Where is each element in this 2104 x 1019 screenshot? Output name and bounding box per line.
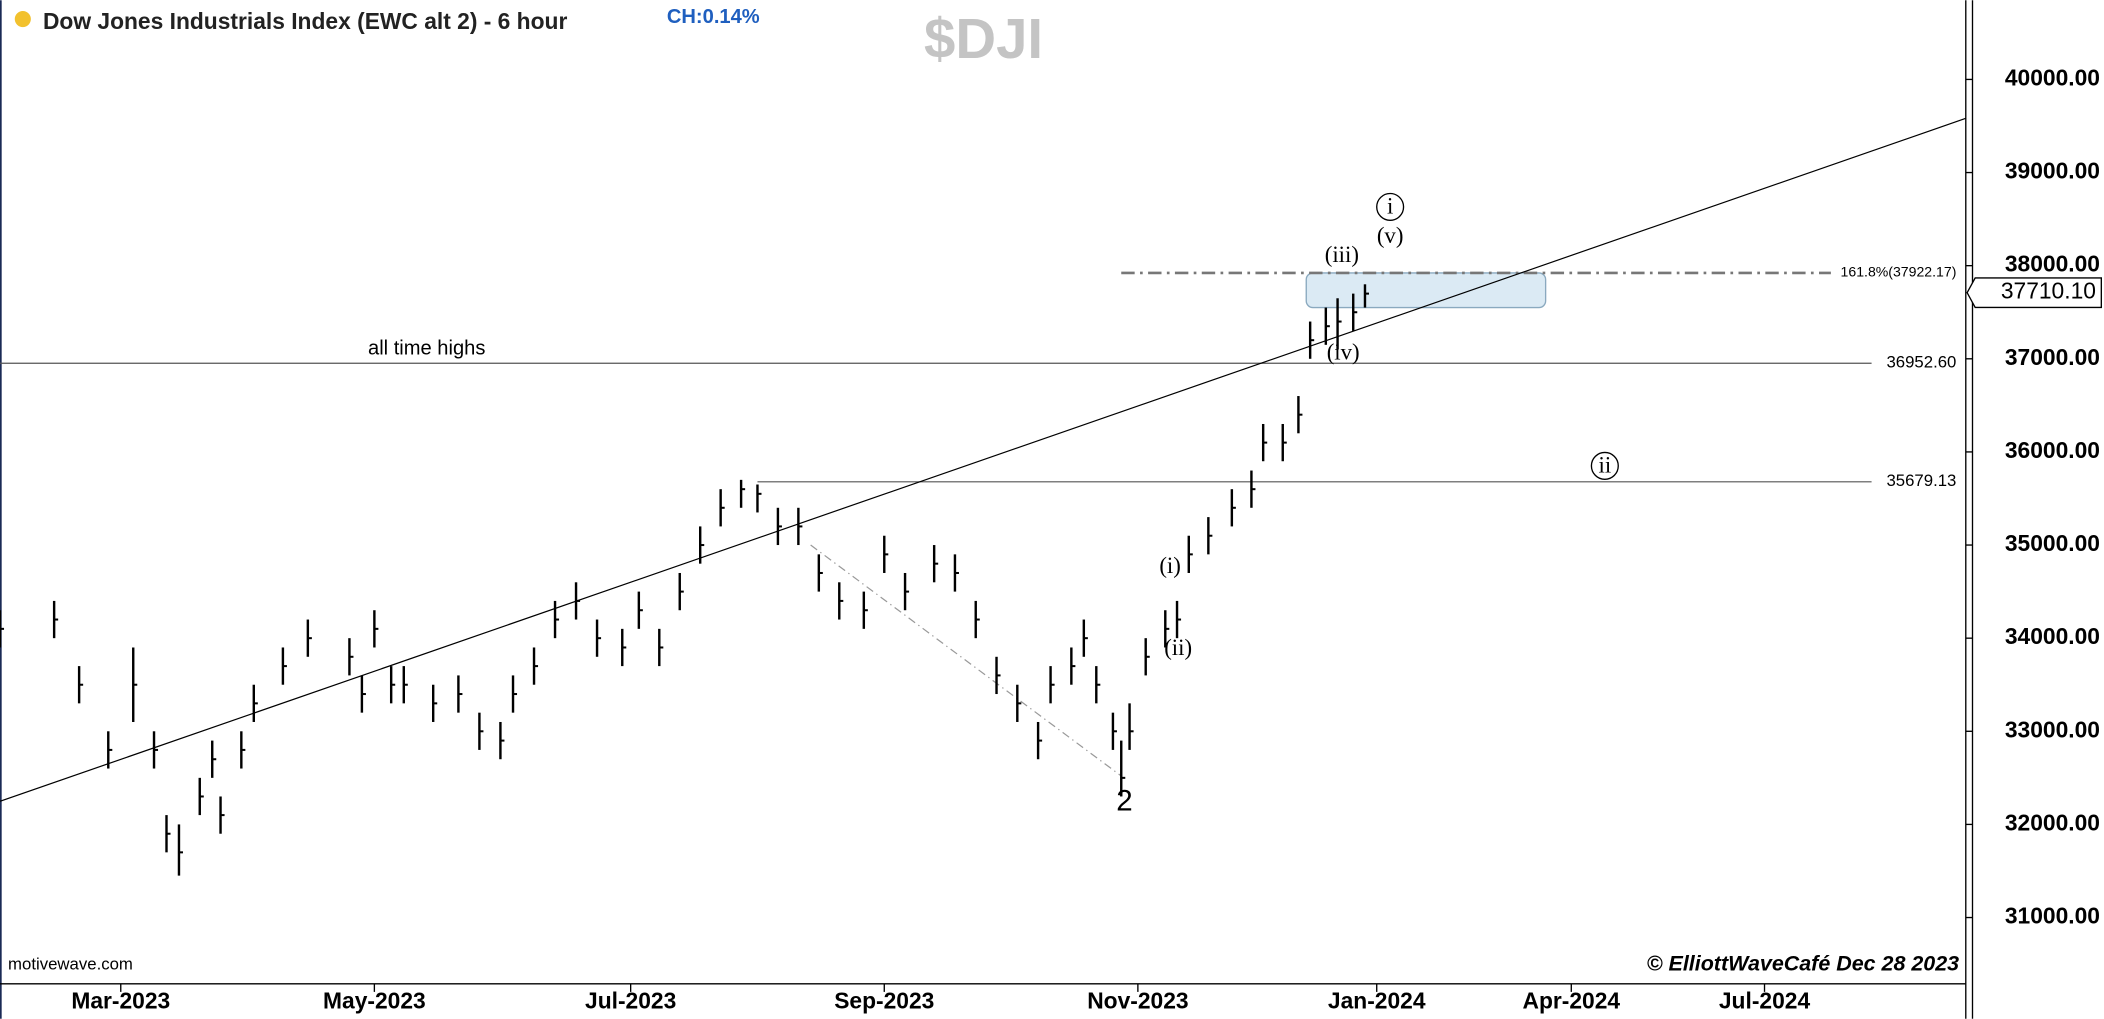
x-tick-label: Nov-2023 [1087,988,1188,1014]
wave-label: 2 [1116,784,1132,817]
y-tick-label: 34000.00 [2005,623,2100,649]
x-tick-label: Jan-2024 [1328,988,1426,1014]
y-tick-label: 33000.00 [2005,716,2100,742]
last-price-box [1966,277,2102,309]
symbol-watermark: $DJI [924,7,1043,70]
y-tick-label: 31000.00 [2005,903,2100,929]
fib-label: 161.8%(37922.17) [1841,264,1957,280]
wave-label: (v) [1377,223,1404,248]
wave-label: (i) [1159,553,1181,578]
chart-title: Dow Jones Industrials Index (EWC alt 2) … [43,8,568,34]
y-tick-label: 39000.00 [2005,158,2100,184]
change-label: CH:0.14% [667,6,760,28]
note: all time highs [368,337,485,359]
wave-circle [1376,192,1405,222]
x-tick-label: May-2023 [323,988,426,1014]
last-price-label: 37710.10 [2001,278,2096,304]
wave-label: (iv) [1327,340,1360,365]
y-tick-label: 32000.00 [2005,809,2100,835]
wave-label: (iii) [1325,242,1359,267]
y-tick-label: 35000.00 [2005,530,2100,556]
target-box [1305,272,1547,309]
level-label: 36952.60 [1886,353,1956,372]
y-tick-label: 37000.00 [2005,344,2100,370]
x-tick-label: Jul-2023 [585,988,676,1014]
trendline [0,117,1966,802]
status-dot [14,11,31,28]
channel-line [810,544,1122,777]
wave-label: ii [1599,452,1612,477]
wave-label: (ii) [1164,635,1192,660]
y-tick-label: 38000.00 [2005,251,2100,277]
y-tick-label: 36000.00 [2005,437,2100,463]
wave-label: i [1387,193,1393,218]
wave-circle [1590,451,1619,480]
x-tick-label: Mar-2023 [71,988,170,1014]
x-tick-label: Sep-2023 [834,988,934,1014]
y-tick-label: 40000.00 [2005,64,2100,90]
copyright: © ElliottWaveCafé Dec 28 2023 [1647,952,1959,976]
level-label: 35679.13 [1886,471,1956,490]
x-tick-label: Apr-2024 [1523,988,1621,1014]
x-tick-label: Jul-2024 [1719,988,1811,1014]
source: motivewave.com [8,954,133,973]
